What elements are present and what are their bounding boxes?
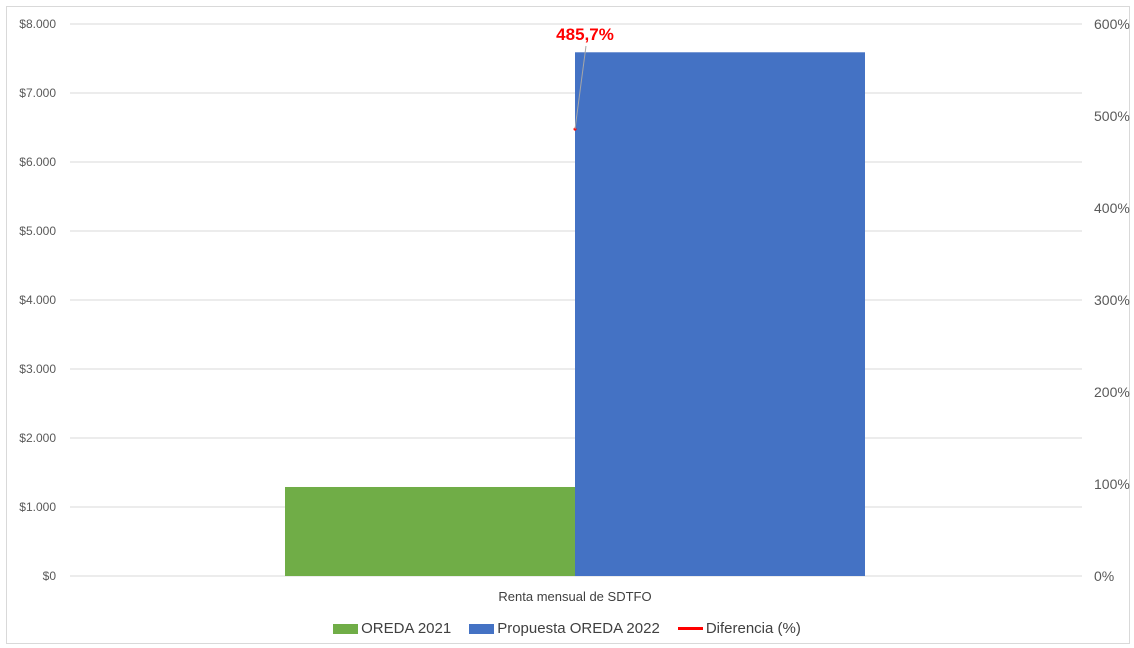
legend: OREDA 2021 Propuesta OREDA 2022 Diferenc… [0, 620, 1134, 637]
left-tick-label: $5.000 [19, 224, 56, 238]
bar-propuesta-oreda-2022 [575, 52, 865, 577]
legend-swatch [677, 627, 703, 630]
right-tick-label: 400% [1094, 200, 1130, 216]
bars [285, 52, 865, 577]
legend-label: Propuesta OREDA 2022 [497, 620, 660, 637]
right-tick-label: 500% [1094, 108, 1130, 124]
left-tick-label: $6.000 [19, 155, 56, 169]
data-label-leader [574, 45, 587, 130]
right-tick-label: 0% [1094, 568, 1114, 584]
left-tick-label: $3.000 [19, 362, 56, 376]
right-tick-label: 600% [1094, 16, 1130, 32]
left-tick-label: $1.000 [19, 500, 56, 514]
legend-item-oreda-2021[interactable]: OREDA 2021 [333, 620, 451, 637]
data-label-diferencia: 485,7% [556, 25, 614, 44]
left-tick-label: $0 [43, 569, 57, 583]
left-tick-label: $2.000 [19, 431, 56, 445]
legend-item-diferencia[interactable]: Diferencia (%) [677, 620, 801, 637]
right-tick-label: 300% [1094, 292, 1130, 308]
bar-oreda-2021 [285, 486, 575, 576]
legend-swatch [333, 623, 359, 634]
right-tick-label: 100% [1094, 476, 1130, 492]
left-tick-label: $7.000 [19, 86, 56, 100]
right-axis-ticks: 0% 100% 200% 300% 400% 500% 600% [1094, 16, 1130, 584]
diferencia-series [573, 45, 587, 131]
category-label: Renta mensual de SDTFO [498, 589, 651, 604]
legend-swatch [469, 623, 495, 634]
left-tick-label: $8.000 [19, 17, 56, 31]
left-tick-label: $4.000 [19, 293, 56, 307]
legend-label: OREDA 2021 [361, 620, 452, 637]
legend-label: Diferencia (%) [705, 620, 801, 637]
left-axis-ticks: $0 $1.000 $2.000 $3.000 $4.000 $5.000 $6.000 $7… [19, 17, 56, 583]
right-tick-label: 200% [1094, 384, 1130, 400]
legend-item-propuesta-oreda-2022[interactable]: Propuesta OREDA 2022 [469, 620, 660, 637]
